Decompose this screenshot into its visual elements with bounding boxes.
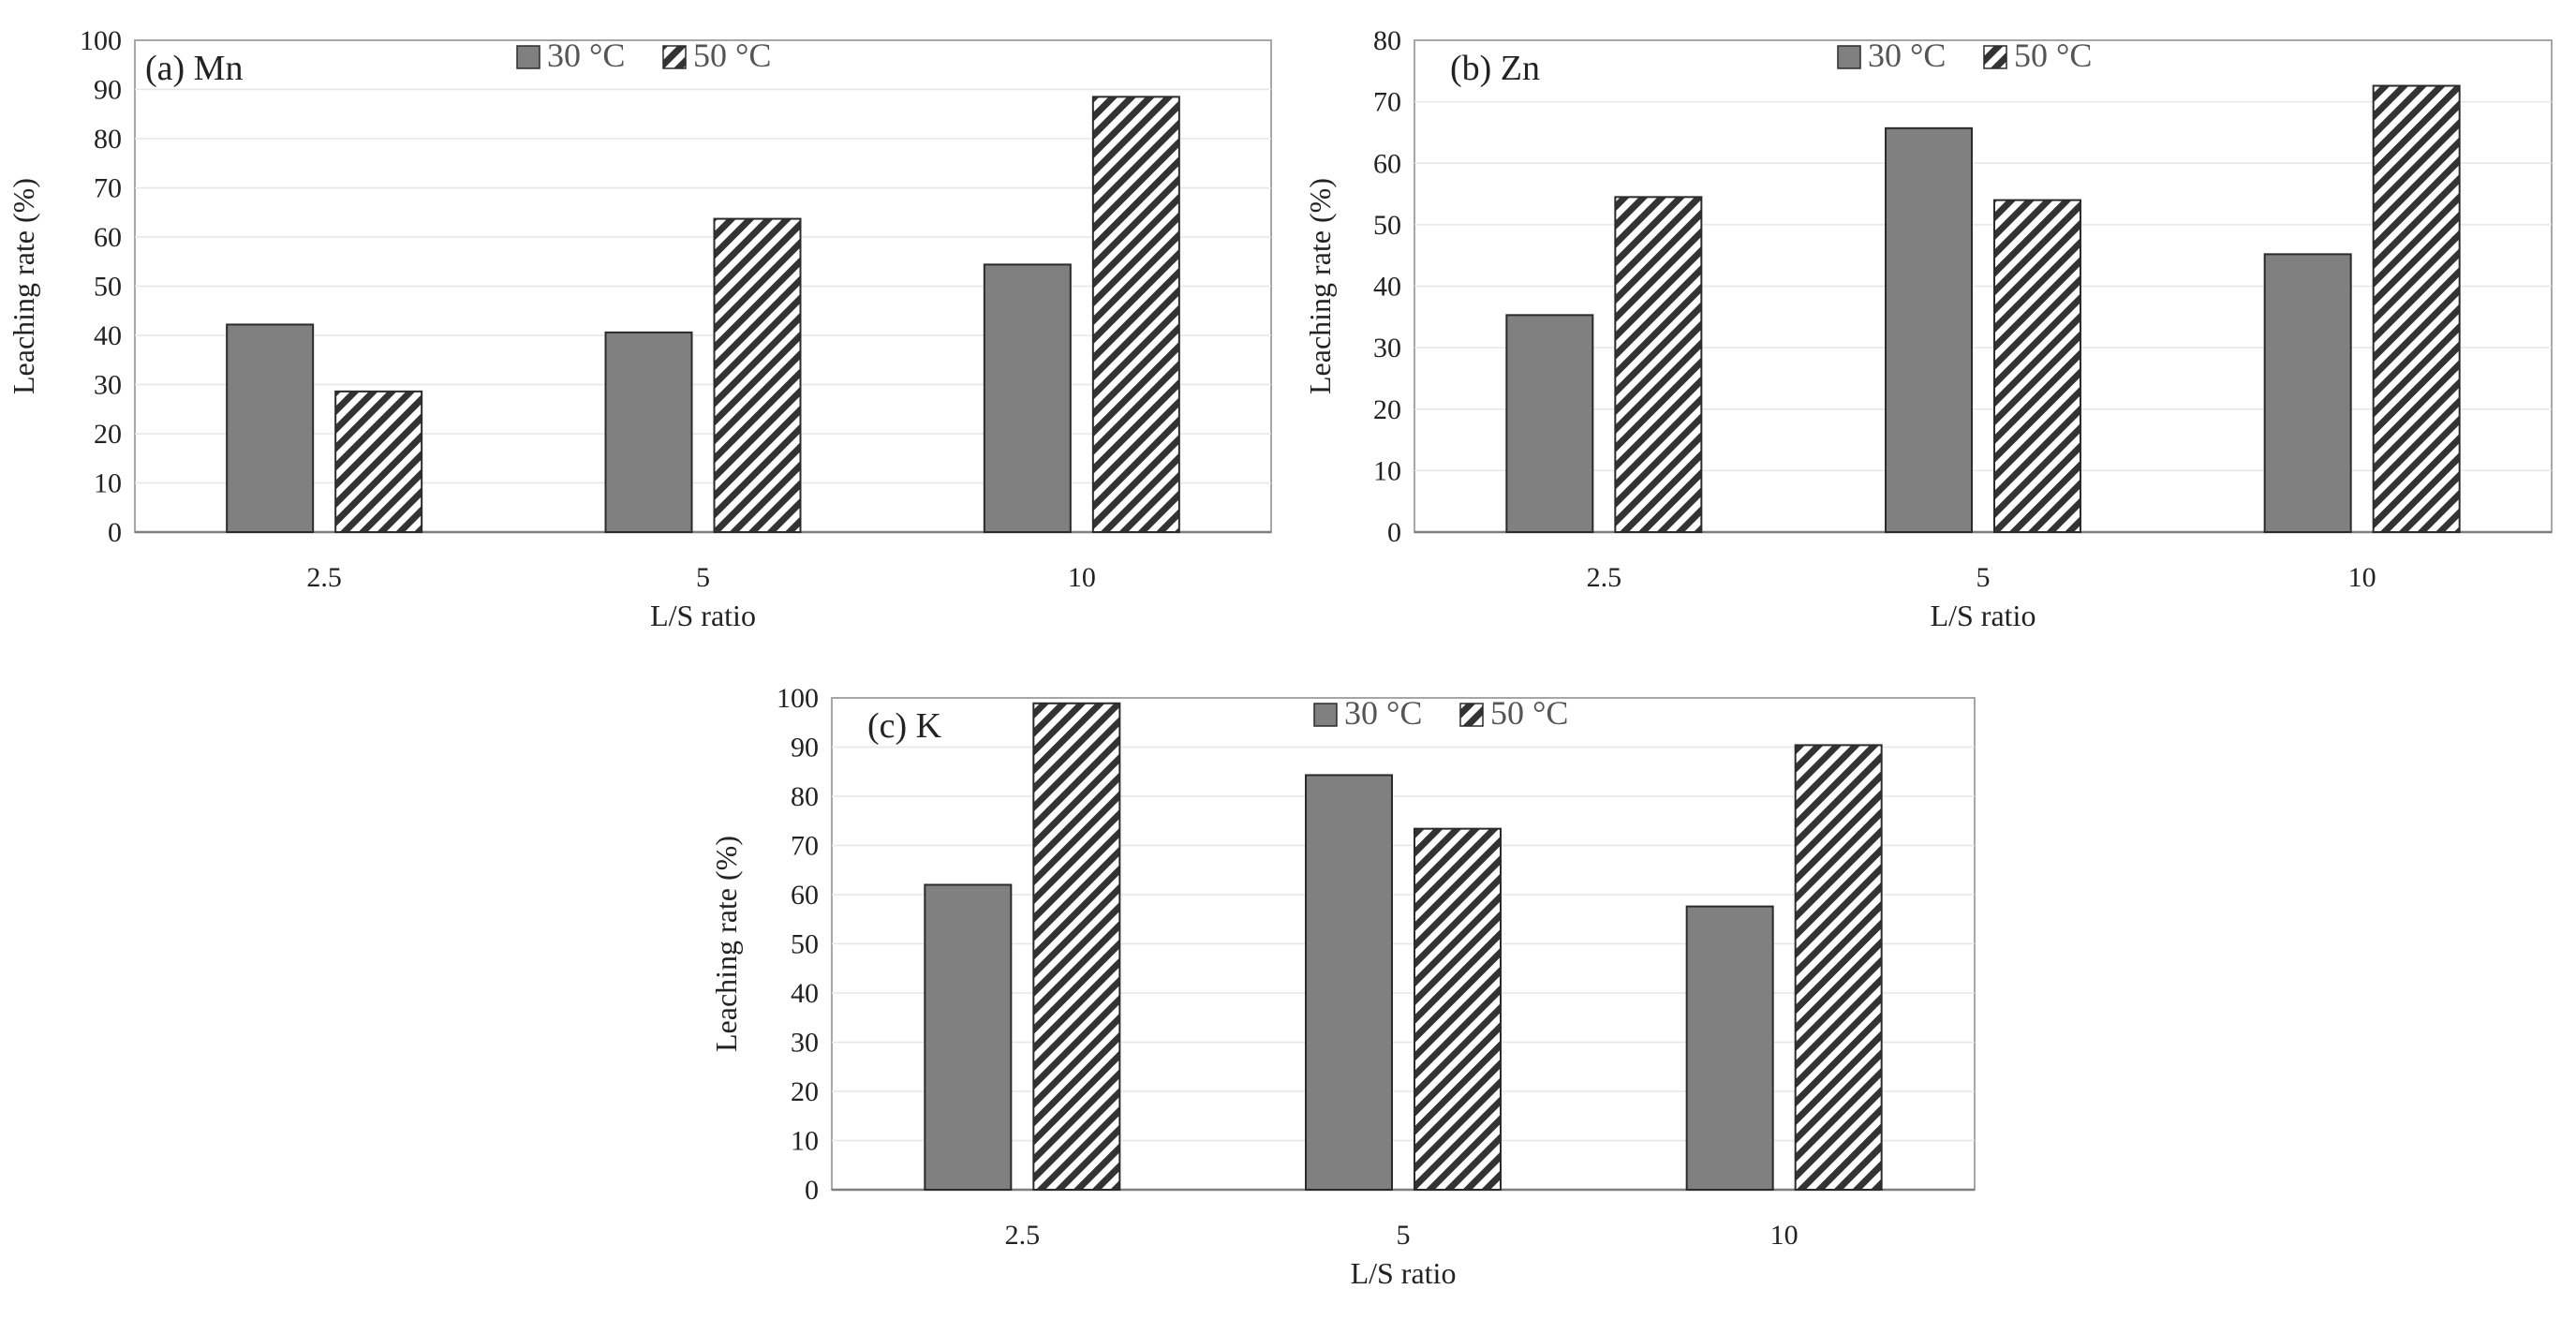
bar-30c	[1505, 314, 1594, 533]
bar-50c	[1614, 196, 1703, 533]
legend: 30 °C 50 °C	[516, 37, 771, 74]
y-tick-label: 40	[791, 978, 819, 1009]
legend-label: 30 °C	[547, 37, 625, 74]
y-tick-label: 80	[94, 124, 122, 155]
bar-30c	[604, 331, 693, 533]
panel-title: (b) Zn	[1450, 49, 1540, 88]
y-tick-label: 10	[1373, 455, 1401, 486]
y-tick-label: 70	[94, 173, 122, 204]
legend-swatch-30c	[1313, 703, 1338, 727]
bar-50c	[2372, 84, 2461, 533]
x-tick-label: 5	[1397, 1220, 1411, 1251]
legend-label: 50 °C	[1490, 694, 1568, 732]
y-tick-label: 100	[777, 683, 819, 714]
x-tick-label: 5	[1976, 562, 1991, 593]
x-axis-title: L/S ratio	[650, 599, 756, 632]
legend-label: 50 °C	[693, 37, 771, 74]
y-tick-label: 60	[94, 222, 122, 253]
y-tick-label: 70	[1373, 87, 1401, 118]
y-tick-label: 80	[791, 781, 819, 812]
y-tick-label: 20	[1373, 394, 1401, 425]
chart-panel-mn: 0 10 20 30 40 50 60 70 80 90 100 2.5 5 10 L/S ratio Lea…	[7, 25, 1272, 632]
chart-panel-k: 0 10 20 30 40 50 60 70 80 90 100 2.5 5 10 L/S ratio Lea…	[709, 683, 1976, 1290]
x-axis-title: L/S ratio	[1351, 1256, 1457, 1290]
y-tick-label: 90	[791, 733, 819, 763]
panel-title: (a) Mn	[145, 49, 243, 88]
panel-title: (c) K	[867, 706, 942, 746]
x-tick-label: 10	[1770, 1220, 1799, 1251]
x-axis-title: L/S ratio	[1931, 599, 2036, 632]
x-tick-label: 2.5	[1005, 1220, 1041, 1251]
bar-30c	[1685, 905, 1774, 1191]
y-tick-label: 60	[1373, 148, 1401, 179]
legend-swatch-50c	[1983, 45, 2007, 69]
bar-50c	[1032, 702, 1121, 1191]
legend-label: 50 °C	[2014, 37, 2092, 74]
legend: 30 °C 50 °C	[1313, 694, 1568, 732]
legend-swatch-50c	[662, 45, 687, 69]
y-tick-label: 30	[791, 1028, 819, 1059]
x-tick-label: 5	[696, 562, 710, 593]
y-tick-label: 90	[94, 75, 122, 106]
y-tick-label: 50	[1373, 210, 1401, 241]
bar-30c	[2263, 253, 2352, 533]
legend-label: 30 °C	[1344, 694, 1422, 732]
x-tick-label: 10	[1068, 562, 1096, 593]
y-tick-label: 60	[791, 880, 819, 911]
y-tick-label: 10	[791, 1126, 819, 1157]
bar-50c	[1794, 744, 1883, 1192]
y-tick-label: 10	[94, 468, 122, 499]
y-tick-label: 40	[1373, 272, 1401, 303]
y-axis-title: Leaching rate (%)	[7, 178, 40, 394]
legend-swatch-50c	[1459, 703, 1484, 727]
bar-30c	[1305, 774, 1393, 1191]
y-tick-label: 0	[1387, 517, 1401, 548]
y-tick-label: 40	[94, 320, 122, 351]
legend-swatch-30c	[1837, 45, 1861, 69]
y-tick-label: 30	[94, 370, 122, 401]
y-tick-label: 0	[108, 517, 122, 548]
y-tick-label: 50	[94, 272, 122, 303]
bar-50c	[713, 217, 802, 533]
legend-label: 30 °C	[1868, 37, 1946, 74]
bar-30c	[226, 323, 315, 534]
y-tick-label: 30	[1373, 333, 1401, 363]
y-tick-label: 20	[94, 419, 122, 450]
bar-50c	[1414, 827, 1502, 1192]
x-tick-label: 2.5	[1587, 562, 1622, 593]
legend: 30 °C 50 °C	[1837, 37, 2092, 74]
y-axis-title: Leaching rate (%)	[1303, 178, 1337, 394]
chart-panel-zn: 0 10 20 30 40 50 60 70 80 2.5 5 10 L/S ratio Leaching…	[1303, 25, 2553, 632]
bar-30c	[924, 883, 1013, 1191]
y-tick-label: 80	[1373, 25, 1401, 56]
y-tick-label: 20	[791, 1076, 819, 1107]
x-tick-label: 2.5	[306, 562, 342, 593]
y-tick-label: 50	[791, 929, 819, 960]
y-tick-label: 0	[805, 1175, 819, 1206]
bar-50c	[1993, 199, 2081, 533]
bar-50c	[1091, 96, 1180, 533]
y-tick-label: 70	[791, 831, 819, 862]
bar-30c	[1885, 126, 1973, 533]
legend-swatch-30c	[516, 45, 540, 69]
x-tick-label: 10	[2348, 562, 2376, 593]
y-tick-label: 100	[80, 25, 122, 56]
y-axis-title: Leaching rate (%)	[709, 836, 743, 1052]
bar-30c	[983, 263, 1072, 533]
bar-50c	[334, 390, 423, 533]
